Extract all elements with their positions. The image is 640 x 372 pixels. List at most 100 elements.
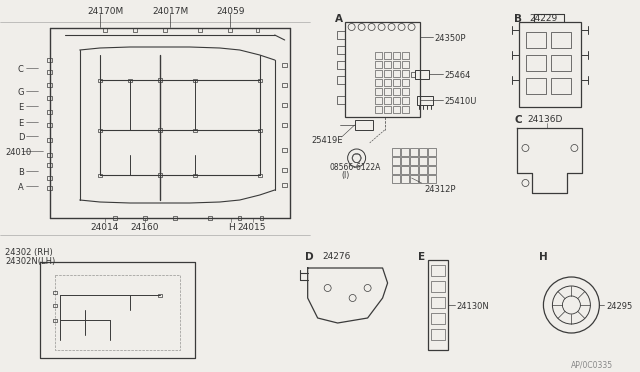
Bar: [208, 216, 212, 220]
Bar: [337, 96, 344, 104]
Text: 24010: 24010: [5, 148, 31, 157]
Bar: [53, 318, 57, 321]
Bar: [392, 157, 399, 165]
Text: 24136D: 24136D: [527, 115, 563, 124]
Bar: [392, 97, 399, 104]
Bar: [428, 260, 447, 350]
Text: D: D: [18, 133, 24, 142]
Bar: [410, 166, 417, 174]
Bar: [383, 106, 390, 113]
Bar: [431, 297, 445, 308]
Bar: [552, 32, 572, 48]
Bar: [238, 216, 241, 220]
Bar: [401, 175, 408, 183]
Bar: [53, 291, 57, 294]
Text: H: H: [540, 252, 548, 262]
Text: 24170M: 24170M: [87, 7, 123, 16]
Bar: [228, 28, 232, 32]
Text: D: D: [305, 252, 314, 262]
Bar: [383, 70, 390, 77]
Bar: [428, 157, 436, 165]
Bar: [47, 70, 52, 74]
Text: (I): (I): [342, 171, 350, 180]
Bar: [401, 79, 408, 86]
Bar: [374, 79, 381, 86]
Text: 08566-6122A: 08566-6122A: [330, 163, 381, 172]
Text: H: H: [228, 223, 234, 232]
Bar: [282, 103, 287, 107]
Bar: [258, 78, 262, 81]
Bar: [392, 70, 399, 77]
Text: 24015: 24015: [237, 223, 266, 232]
Bar: [415, 70, 429, 79]
Bar: [401, 61, 408, 68]
Bar: [419, 166, 426, 174]
Text: 24276: 24276: [323, 252, 351, 261]
Bar: [158, 294, 162, 296]
Bar: [401, 97, 408, 104]
Bar: [431, 281, 445, 292]
Bar: [520, 22, 581, 107]
Text: 24160: 24160: [130, 223, 158, 232]
Bar: [47, 138, 52, 142]
Bar: [410, 148, 417, 156]
Bar: [410, 175, 417, 183]
Text: A: A: [335, 14, 342, 24]
Text: 24229: 24229: [529, 14, 557, 23]
Bar: [282, 148, 287, 152]
Bar: [282, 183, 287, 187]
Text: 24017M: 24017M: [153, 7, 189, 16]
Bar: [527, 55, 547, 71]
Bar: [98, 128, 102, 131]
Text: 24302 (RH): 24302 (RH): [5, 248, 52, 257]
Bar: [337, 46, 344, 54]
Bar: [392, 88, 399, 95]
Bar: [173, 216, 177, 220]
Bar: [53, 304, 57, 307]
Text: AP/0C0335: AP/0C0335: [572, 360, 614, 369]
Text: 24130N: 24130N: [456, 302, 489, 311]
Bar: [383, 61, 390, 68]
Bar: [258, 128, 262, 131]
Bar: [392, 61, 399, 68]
Bar: [47, 186, 52, 190]
Bar: [282, 123, 287, 127]
Text: E: E: [417, 252, 425, 262]
Bar: [411, 72, 415, 77]
Bar: [419, 157, 426, 165]
Bar: [193, 78, 196, 81]
Bar: [47, 83, 52, 87]
Bar: [282, 63, 287, 67]
Bar: [428, 175, 436, 183]
Bar: [392, 106, 399, 113]
Bar: [337, 76, 344, 84]
Bar: [337, 61, 344, 69]
Text: 25410U: 25410U: [445, 97, 477, 106]
Text: 25419E: 25419E: [312, 136, 343, 145]
Bar: [260, 216, 264, 220]
Bar: [337, 31, 344, 39]
Bar: [383, 52, 390, 59]
Bar: [392, 79, 399, 86]
Bar: [392, 52, 399, 59]
Bar: [401, 52, 408, 59]
Text: 24014: 24014: [90, 223, 118, 232]
Bar: [374, 106, 381, 113]
Bar: [47, 153, 52, 157]
Bar: [431, 265, 445, 276]
Bar: [47, 96, 52, 100]
Bar: [419, 175, 426, 183]
Bar: [98, 78, 102, 81]
Bar: [401, 157, 408, 165]
Text: C: C: [515, 115, 522, 125]
Bar: [113, 216, 116, 220]
Bar: [158, 173, 162, 177]
Bar: [98, 173, 102, 176]
Bar: [410, 157, 417, 165]
Bar: [392, 175, 399, 183]
Bar: [133, 28, 136, 32]
Bar: [47, 123, 52, 127]
Text: B: B: [515, 14, 522, 24]
Bar: [163, 28, 166, 32]
Bar: [527, 78, 547, 94]
